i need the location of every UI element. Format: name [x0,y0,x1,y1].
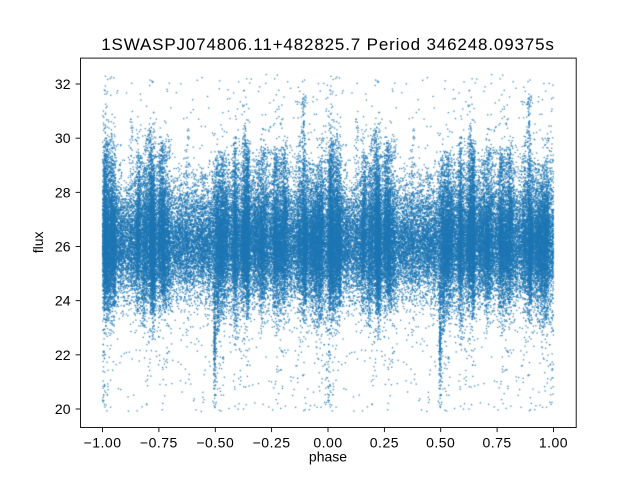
svg-text:phase: phase [309,449,347,465]
svg-text:0.25: 0.25 [370,435,399,451]
svg-text:flux: flux [30,232,46,254]
svg-text:0.75: 0.75 [482,435,511,451]
svg-text:−0.75: −0.75 [140,435,178,451]
svg-text:32: 32 [55,76,71,92]
svg-text:30: 30 [55,130,71,146]
svg-text:1SWASPJ074806.11+482825.7 Peri: 1SWASPJ074806.11+482825.7 Period 346248.… [101,35,555,54]
svg-text:−0.25: −0.25 [253,435,291,451]
svg-text:−0.50: −0.50 [196,435,234,451]
svg-text:24: 24 [55,293,71,309]
svg-text:0.00: 0.00 [313,435,342,451]
svg-text:26: 26 [55,239,71,255]
svg-text:−1.00: −1.00 [84,435,122,451]
svg-text:0.50: 0.50 [426,435,455,451]
svg-text:1.00: 1.00 [539,435,568,451]
svg-text:22: 22 [55,347,71,363]
svg-text:20: 20 [55,401,71,417]
svg-text:28: 28 [55,184,71,200]
